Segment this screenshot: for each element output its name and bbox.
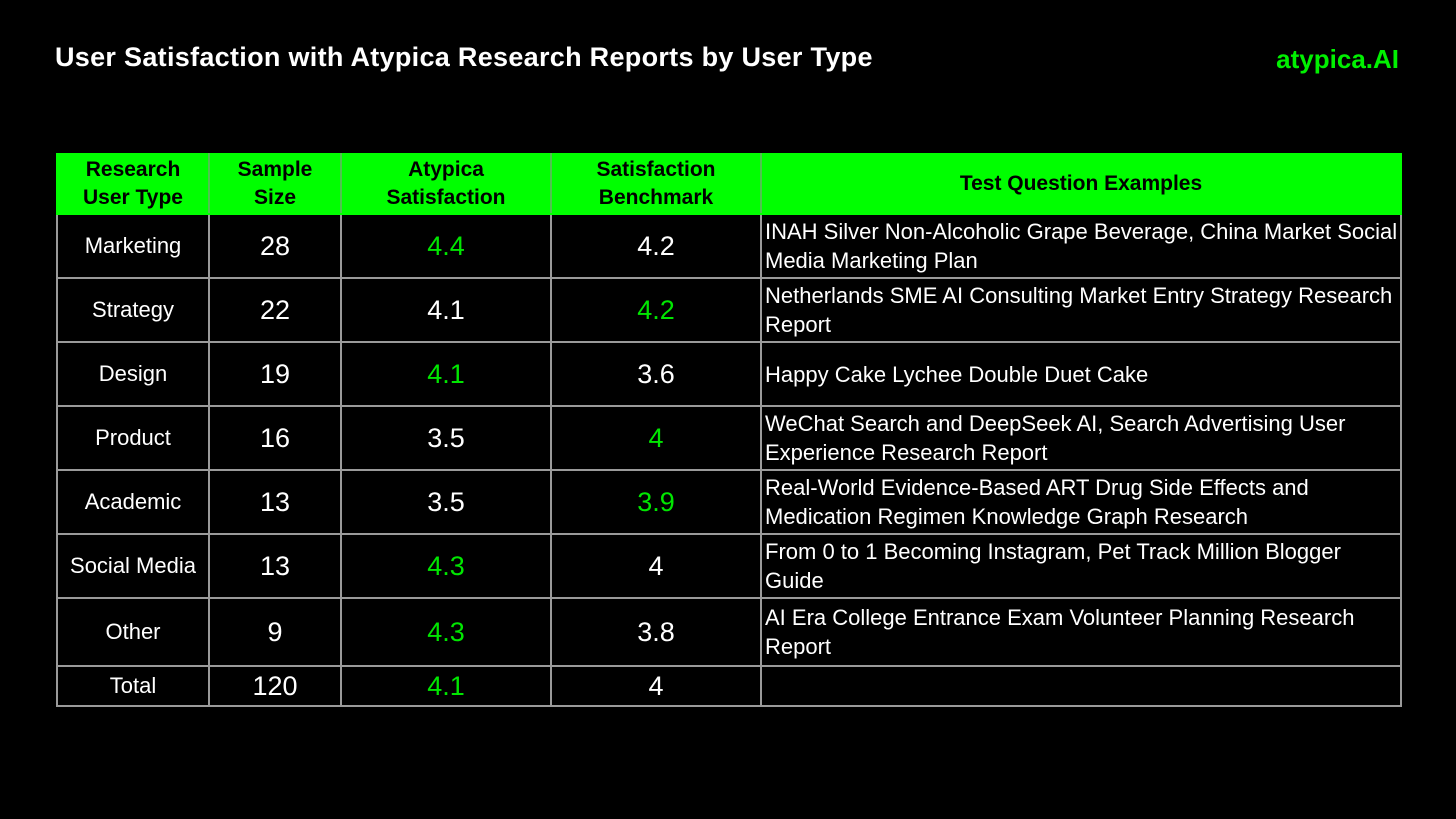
cell-user-type: Academic bbox=[56, 469, 210, 535]
page-title: User Satisfaction with Atypica Research … bbox=[55, 42, 873, 72]
cell-sample-size: 19 bbox=[208, 341, 342, 407]
column-header-satisfaction-benchmark: Satisfaction Benchmark bbox=[550, 153, 762, 215]
cell-test-question-example: Real-World Evidence-Based ART Drug Side … bbox=[760, 469, 1402, 535]
cell-satisfaction-benchmark: 4.2 bbox=[550, 213, 762, 279]
cell-user-type: Marketing bbox=[56, 213, 210, 279]
satisfaction-table: Research User Type Sample Size Atypica Sati… bbox=[56, 153, 1402, 707]
cell-sample-size: 22 bbox=[208, 277, 342, 343]
cell-atypica-satisfaction: 4.3 bbox=[340, 533, 552, 599]
cell-test-question-example: INAH Silver Non-Alcoholic Grape Beverage… bbox=[760, 213, 1402, 279]
cell-sample-size: 120 bbox=[208, 665, 342, 707]
cell-atypica-satisfaction: 4.3 bbox=[340, 597, 552, 667]
cell-user-type: Other bbox=[56, 597, 210, 667]
brand-logo: atypica.AI bbox=[1276, 44, 1399, 74]
table-row: Total 120 4.1 4 bbox=[56, 665, 1402, 707]
cell-atypica-satisfaction: 3.5 bbox=[340, 469, 552, 535]
cell-user-type: Social Media bbox=[56, 533, 210, 599]
cell-test-question-example: From 0 to 1 Becoming Instagram, Pet Trac… bbox=[760, 533, 1402, 599]
cell-satisfaction-benchmark: 4 bbox=[550, 665, 762, 707]
column-header-user-type: Research User Type bbox=[56, 153, 210, 215]
table-row: Social Media 13 4.3 4 From 0 to 1 Becoming I… bbox=[56, 533, 1402, 599]
cell-satisfaction-benchmark: 4 bbox=[550, 405, 762, 471]
cell-test-question-example: WeChat Search and DeepSeek AI, Search Ad… bbox=[760, 405, 1402, 471]
cell-user-type: Strategy bbox=[56, 277, 210, 343]
cell-atypica-satisfaction: 4.1 bbox=[340, 277, 552, 343]
column-header-sample-size: Sample Size bbox=[208, 153, 342, 215]
table-row: Other 9 4.3 3.8 AI Era College Entrance Exam… bbox=[56, 597, 1402, 667]
cell-atypica-satisfaction: 3.5 bbox=[340, 405, 552, 471]
cell-user-type: Product bbox=[56, 405, 210, 471]
table-row: Design 19 4.1 3.6 Happy Cake Lychee Double D… bbox=[56, 341, 1402, 407]
cell-test-question-example: AI Era College Entrance Exam Volunteer P… bbox=[760, 597, 1402, 667]
table-row: Strategy 22 4.1 4.2 Netherlands SME AI Consu… bbox=[56, 277, 1402, 343]
cell-sample-size: 9 bbox=[208, 597, 342, 667]
table-row: Marketing 28 4.4 4.2 INAH Silver Non-Alcohol… bbox=[56, 213, 1402, 279]
cell-sample-size: 16 bbox=[208, 405, 342, 471]
cell-sample-size: 28 bbox=[208, 213, 342, 279]
cell-satisfaction-benchmark: 4 bbox=[550, 533, 762, 599]
cell-user-type: Design bbox=[56, 341, 210, 407]
table-body: Marketing 28 4.4 4.2 INAH Silver Non-Alcohol… bbox=[56, 213, 1402, 707]
cell-atypica-satisfaction: 4.1 bbox=[340, 665, 552, 707]
table-row: Academic 13 3.5 3.9 Real-World Evidence-Base… bbox=[56, 469, 1402, 535]
cell-satisfaction-benchmark: 4.2 bbox=[550, 277, 762, 343]
column-header-atypica-satisfaction: Atypica Satisfaction bbox=[340, 153, 552, 215]
cell-atypica-satisfaction: 4.4 bbox=[340, 213, 552, 279]
cell-test-question-example: Happy Cake Lychee Double Duet Cake bbox=[760, 341, 1402, 407]
cell-satisfaction-benchmark: 3.9 bbox=[550, 469, 762, 535]
column-header-test-question-examples: Test Question Examples bbox=[760, 153, 1402, 215]
table-header-row: Research User Type Sample Size Atypica Sati… bbox=[56, 153, 1402, 215]
cell-sample-size: 13 bbox=[208, 533, 342, 599]
table-row: Product 16 3.5 4 WeChat Search and DeepSeek … bbox=[56, 405, 1402, 471]
cell-atypica-satisfaction: 4.1 bbox=[340, 341, 552, 407]
cell-user-type: Total bbox=[56, 665, 210, 707]
cell-test-question-example: Netherlands SME AI Consulting Market Ent… bbox=[760, 277, 1402, 343]
cell-satisfaction-benchmark: 3.6 bbox=[550, 341, 762, 407]
cell-satisfaction-benchmark: 3.8 bbox=[550, 597, 762, 667]
cell-test-question-example bbox=[760, 665, 1402, 707]
cell-sample-size: 13 bbox=[208, 469, 342, 535]
